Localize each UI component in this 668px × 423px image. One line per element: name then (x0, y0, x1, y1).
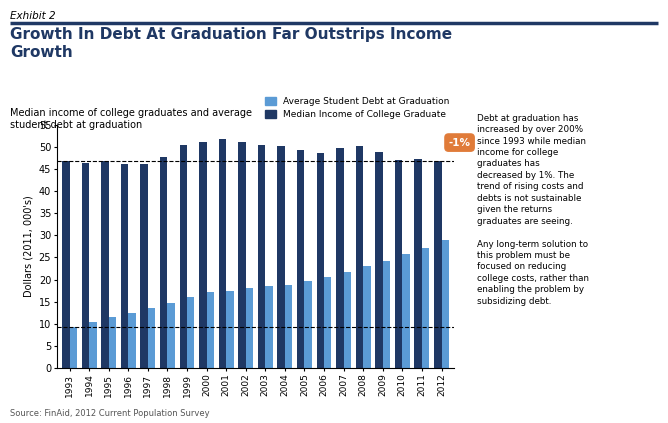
Bar (160, 157, 168, 368)
Bar (363, 266, 371, 368)
Bar (402, 254, 409, 368)
Bar (69, 327, 77, 368)
Bar (375, 152, 383, 368)
Text: -1%: -1% (449, 137, 470, 148)
Bar (285, 285, 293, 368)
Bar (102, 162, 109, 368)
Bar (180, 145, 187, 368)
Text: Debt at graduation has
increased by over 200%
since 1993 while median
income for: Debt at graduation has increased by over… (477, 114, 589, 306)
Bar (128, 313, 136, 368)
Text: Growth In Debt At Graduation Far Outstrips Income
Growth: Growth In Debt At Graduation Far Outstri… (10, 27, 452, 60)
Bar (62, 161, 69, 368)
Bar (218, 139, 226, 368)
Text: Median income of college graduates and average
student debt at graduation: Median income of college graduates and a… (10, 108, 252, 130)
Bar (140, 164, 148, 368)
Bar (81, 163, 89, 368)
Text: Source: FinAid, 2012 Current Population Survey: Source: FinAid, 2012 Current Population … (10, 409, 210, 418)
Bar (324, 277, 331, 368)
Bar (395, 160, 402, 368)
Bar (109, 317, 116, 368)
Bar (317, 153, 324, 368)
Bar (89, 322, 97, 368)
Legend: Average Student Debt at Graduation, Median Income of College Graduate: Average Student Debt at Graduation, Medi… (261, 93, 453, 122)
Bar (238, 142, 246, 368)
Text: +208%: +208% (0, 422, 1, 423)
Bar (265, 286, 273, 368)
Bar (414, 159, 422, 368)
Bar (383, 261, 390, 368)
Bar (343, 272, 351, 368)
Bar (297, 151, 305, 368)
Bar (226, 291, 234, 368)
Bar (168, 303, 175, 368)
Bar (121, 164, 128, 368)
Bar (199, 142, 206, 368)
Y-axis label: Dollars (2011, 000's): Dollars (2011, 000's) (23, 195, 33, 297)
Text: Exhibit 2: Exhibit 2 (10, 11, 55, 21)
Bar (442, 240, 449, 368)
Bar (187, 297, 194, 368)
Bar (277, 146, 285, 368)
Bar (356, 146, 363, 368)
Bar (206, 291, 214, 368)
Bar (434, 161, 442, 368)
Bar (246, 288, 253, 368)
Bar (305, 281, 312, 368)
Bar (148, 308, 155, 368)
Bar (336, 148, 343, 368)
Bar (422, 248, 430, 368)
Bar (258, 145, 265, 368)
